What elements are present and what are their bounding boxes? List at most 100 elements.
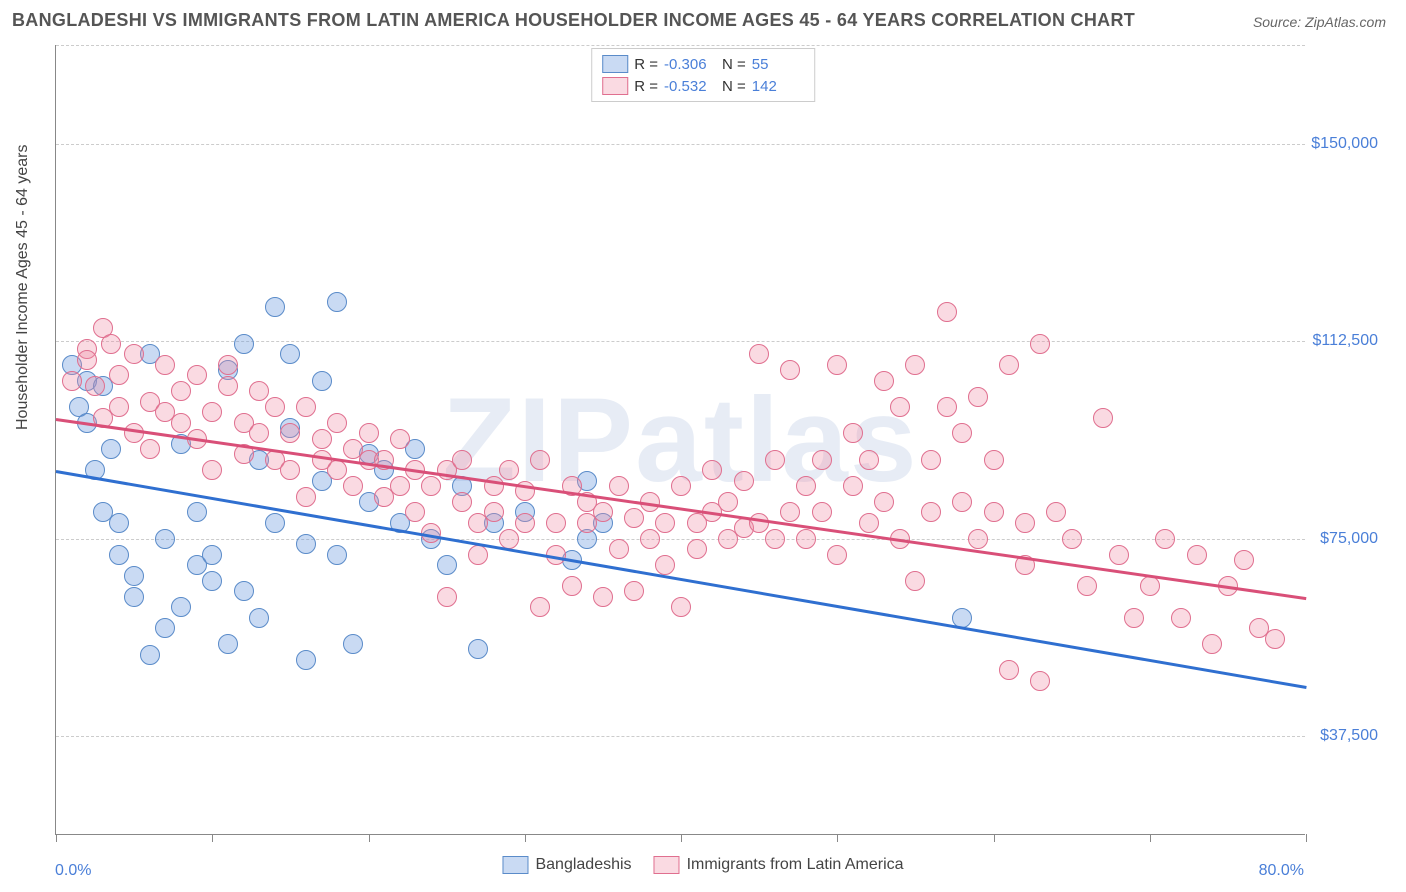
scatter-point-pink — [765, 529, 785, 549]
scatter-point-blue — [171, 597, 191, 617]
scatter-point-blue — [296, 534, 316, 554]
gridline — [56, 45, 1305, 46]
plot-area: ZIPatlas — [55, 45, 1305, 835]
stat-n-label: N = — [722, 78, 746, 95]
scatter-point-pink — [812, 502, 832, 522]
scatter-point-blue — [140, 645, 160, 665]
scatter-point-pink — [124, 344, 144, 364]
legend-item-pink: Immigrants from Latin America — [654, 856, 904, 874]
scatter-point-pink — [1187, 545, 1207, 565]
scatter-point-pink — [734, 471, 754, 491]
scatter-point-pink — [593, 587, 613, 607]
scatter-point-pink — [749, 513, 769, 533]
scatter-point-pink — [780, 502, 800, 522]
scatter-point-pink — [999, 355, 1019, 375]
scatter-point-pink — [296, 487, 316, 507]
scatter-point-pink — [327, 460, 347, 480]
scatter-point-pink — [874, 492, 894, 512]
scatter-point-pink — [1202, 634, 1222, 654]
x-tick — [369, 834, 370, 842]
y-tick-label: $112,500 — [1312, 332, 1378, 350]
scatter-point-blue — [124, 587, 144, 607]
scatter-point-pink — [546, 513, 566, 533]
scatter-point-pink — [859, 450, 879, 470]
scatter-point-pink — [1124, 608, 1144, 628]
scatter-point-pink — [655, 513, 675, 533]
scatter-point-pink — [1093, 408, 1113, 428]
scatter-point-pink — [343, 476, 363, 496]
gridline — [56, 539, 1305, 540]
scatter-point-pink — [390, 429, 410, 449]
scatter-point-pink — [1171, 608, 1191, 628]
scatter-point-blue — [202, 571, 222, 591]
x-tick-min: 0.0% — [55, 862, 91, 880]
scatter-point-pink — [109, 365, 129, 385]
scatter-point-pink — [499, 529, 519, 549]
scatter-point-pink — [890, 397, 910, 417]
scatter-point-pink — [405, 502, 425, 522]
scatter-point-pink — [780, 360, 800, 380]
stat-n-label: N = — [722, 56, 746, 73]
scatter-point-pink — [1030, 334, 1050, 354]
legend-stats: R = -0.306 N = 55R = -0.532 N = 142 — [591, 48, 815, 102]
scatter-point-pink — [484, 502, 504, 522]
scatter-point-pink — [1046, 502, 1066, 522]
legend-label: Immigrants from Latin America — [687, 856, 904, 874]
scatter-point-pink — [140, 439, 160, 459]
scatter-point-blue — [109, 545, 129, 565]
scatter-point-pink — [1109, 545, 1129, 565]
scatter-point-blue — [101, 439, 121, 459]
scatter-point-blue — [280, 344, 300, 364]
scatter-point-pink — [796, 529, 816, 549]
scatter-point-pink — [530, 450, 550, 470]
scatter-point-pink — [1234, 550, 1254, 570]
x-tick — [56, 834, 57, 842]
scatter-point-blue — [109, 513, 129, 533]
scatter-point-pink — [218, 355, 238, 375]
x-tick — [525, 834, 526, 842]
trendline-pink — [56, 418, 1306, 600]
scatter-point-pink — [905, 355, 925, 375]
scatter-point-pink — [155, 355, 175, 375]
scatter-point-pink — [702, 460, 722, 480]
scatter-point-blue — [124, 566, 144, 586]
scatter-point-pink — [937, 397, 957, 417]
scatter-point-pink — [921, 450, 941, 470]
scatter-point-blue — [202, 545, 222, 565]
x-tick-max: 80.0% — [1259, 862, 1304, 880]
scatter-point-blue — [312, 371, 332, 391]
legend-series: BangladeshisImmigrants from Latin Americ… — [502, 856, 903, 874]
gridline — [56, 736, 1305, 737]
scatter-point-pink — [437, 587, 457, 607]
scatter-point-pink — [984, 502, 1004, 522]
scatter-point-blue — [327, 292, 347, 312]
scatter-point-pink — [327, 413, 347, 433]
scatter-point-blue — [343, 634, 363, 654]
scatter-point-pink — [609, 539, 629, 559]
scatter-point-pink — [859, 513, 879, 533]
scatter-point-pink — [249, 423, 269, 443]
scatter-point-pink — [296, 397, 316, 417]
x-tick — [1150, 834, 1151, 842]
scatter-point-blue — [187, 502, 207, 522]
x-tick — [837, 834, 838, 842]
scatter-point-pink — [624, 508, 644, 528]
scatter-point-pink — [827, 355, 847, 375]
scatter-point-pink — [452, 450, 472, 470]
scatter-point-pink — [1030, 671, 1050, 691]
source-label: Source: ZipAtlas.com — [1253, 14, 1386, 30]
scatter-point-pink — [499, 460, 519, 480]
scatter-point-pink — [202, 460, 222, 480]
scatter-point-pink — [749, 344, 769, 364]
scatter-point-pink — [1062, 529, 1082, 549]
scatter-point-pink — [171, 381, 191, 401]
x-tick — [681, 834, 682, 842]
scatter-point-pink — [843, 423, 863, 443]
stat-r-label: R = — [634, 56, 658, 73]
scatter-point-pink — [101, 334, 121, 354]
scatter-point-blue — [234, 581, 254, 601]
scatter-point-blue — [265, 297, 285, 317]
scatter-point-pink — [937, 302, 957, 322]
scatter-point-pink — [218, 376, 238, 396]
scatter-point-pink — [952, 492, 972, 512]
